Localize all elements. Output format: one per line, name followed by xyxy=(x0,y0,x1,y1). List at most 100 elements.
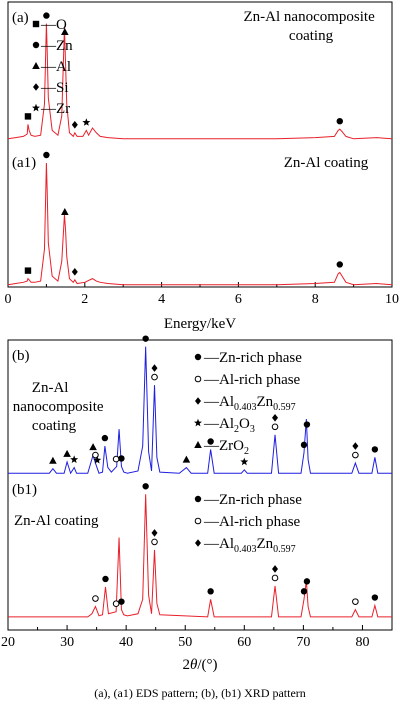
legend-subscript: 3 xyxy=(250,424,255,435)
xrd-peak-marker-circle xyxy=(207,438,214,445)
xrd-x-tick-label: 70 xyxy=(296,635,310,650)
xrd-legend-label: —Al-rich phase xyxy=(203,372,301,388)
xrd-peak-marker-star xyxy=(70,455,79,463)
eds-legend-symbol-triangle xyxy=(32,62,40,69)
eds-legend-label: —Zn xyxy=(40,38,73,54)
xrd-legend-label: —Zn-rich phase xyxy=(203,350,302,366)
xrd-peak-marker-hollow-circle xyxy=(92,595,99,602)
xrd-peak-marker-circle xyxy=(300,441,308,449)
legend-text: —Al-rich phase xyxy=(203,372,301,388)
xrd-x-tick-label: 40 xyxy=(119,635,133,650)
xrd-panel-label-b1: (b1) xyxy=(12,482,37,498)
xrd-peak-marker-star xyxy=(93,455,102,464)
eds-title-a1: Zn-Al coating xyxy=(284,155,369,171)
eds-peak-marker-circle xyxy=(336,261,343,268)
eds-peak-marker-square xyxy=(24,267,32,274)
xrd-legend-symbol-triangle xyxy=(194,441,202,448)
eds-peak-marker-diamond xyxy=(71,121,78,129)
xrd-legend-symbol-star xyxy=(194,418,202,427)
xrd-peak-marker-triangle xyxy=(63,449,71,457)
xrd-legend-label: —Al2O3 xyxy=(203,416,255,435)
xrd-series-line xyxy=(8,494,392,618)
eds-peak-marker-triangle xyxy=(61,28,69,35)
xrd-peak-marker-diamond xyxy=(352,442,359,450)
legend-text: —Al-rich phase xyxy=(203,514,301,530)
xrd-panel: 20 30 40 50 60 70 80 (b) (b1) Zn-Al nanocompos… xyxy=(1,335,393,673)
eds-x-tick-label: 8 xyxy=(312,292,319,307)
xrd-peak-marker-hollow-circle xyxy=(352,451,359,459)
xrd-patterns xyxy=(8,346,392,618)
eds-legend-label: —Zr xyxy=(40,101,70,117)
legend-subscript: 0.403 xyxy=(234,544,257,555)
eds-x-axis-label: Energy/keV xyxy=(164,316,236,332)
eds-peak-marker-circle xyxy=(43,151,50,159)
eds-legend-label: —Al xyxy=(40,59,71,75)
xrd-legend-label: —Zn-rich phase xyxy=(203,492,302,508)
legend-text: —ZrO xyxy=(203,438,244,454)
xrd-series-line xyxy=(8,346,392,475)
legend-subscript: 2 xyxy=(244,446,249,457)
eds-panel-label-a1: (a1) xyxy=(12,155,36,171)
xrd-peak-marker-hollow-circle xyxy=(271,574,279,582)
xrd-legend-label: —Al0.403Zn0.597 xyxy=(203,536,296,555)
xrd-peak-marker-circle xyxy=(142,483,149,490)
eds-legend-symbol-square xyxy=(32,20,40,28)
legend-text: —Al xyxy=(203,536,234,552)
legend-text: Zn xyxy=(257,394,274,410)
xrd-xlabel-theta: θ xyxy=(190,657,198,673)
figure-caption: (a), (a1) EDS pattern; (b), (b1) XRD pat… xyxy=(94,686,306,700)
xrd-peak-marker-star xyxy=(240,457,249,466)
eds-peak-marker-triangle xyxy=(61,207,69,215)
xrd-legend: —Zn-rich phase —Al-rich phase —Al0.403Zn0.… xyxy=(194,350,302,555)
eds-peak-marker-star xyxy=(82,118,91,126)
xrd-peak-marker-hollow-circle xyxy=(151,538,158,546)
legend-text: Zn xyxy=(257,536,274,552)
eds-series-line xyxy=(7,162,393,286)
xrd-x-tick-label: 60 xyxy=(237,635,251,650)
legend-subscript: 2 xyxy=(234,424,239,435)
xrd-peak-marker-hollow-circle xyxy=(92,451,99,459)
legend-text: O xyxy=(239,416,250,432)
xrd-xlabel-rest: /(°) xyxy=(197,657,217,673)
xrd-legend-label: —Al0.403Zn0.597 xyxy=(203,394,296,413)
eds-series-line xyxy=(7,23,393,140)
xrd-legend-symbol-circle xyxy=(194,353,202,361)
eds-legend-label: —Si xyxy=(40,80,69,96)
xrd-peak-marker-diamond xyxy=(151,529,158,537)
xrd-legend-symbol-diamond xyxy=(195,539,201,547)
legend-text: —Al xyxy=(203,394,234,410)
xrd-legend-symbol-hollow-circle xyxy=(194,375,202,383)
xrd-legend-label: —ZrO2 xyxy=(203,438,249,457)
eds-legend-symbol-star xyxy=(32,103,40,112)
eds-x-tick-label: 10 xyxy=(385,292,399,307)
xrd-peak-marker-hollow-circle xyxy=(112,600,120,608)
xrd-title-b1: Zn-Al coating xyxy=(14,513,99,529)
xrd-peak-marker-triangle xyxy=(49,456,57,464)
eds-panel: 0 2 4 6 8 10 (a) (a1) Zn-Al nanocomposite coa… xyxy=(5,1,399,332)
eds-legend-symbol-circle xyxy=(32,41,40,49)
eds-x-tick-label: 6 xyxy=(235,292,242,307)
xrd-peak-marker-triangle xyxy=(89,443,97,451)
xrd-x-tick-label: 20 xyxy=(1,635,15,650)
eds-peak-marker-square xyxy=(24,113,32,120)
xrd-peak-marker-circle xyxy=(303,421,311,428)
xrd-legend-symbol-circle xyxy=(194,495,202,503)
xrd-peak-marker-circle xyxy=(371,594,379,601)
xrd-x-tick-label: 80 xyxy=(355,635,369,650)
eds-peak-marker-circle xyxy=(336,118,343,125)
xrd-peak-marker-circle xyxy=(101,434,109,442)
xrd-legend-symbol-diamond xyxy=(195,397,201,405)
xrd-title-b: Zn-Al nanocomposite coating xyxy=(13,380,108,434)
eds-legend: —O —Zn —Al —Si —Zr xyxy=(32,17,73,117)
xrd-peak-marker-circle xyxy=(207,588,214,595)
xrd-legend-symbol-hollow-circle xyxy=(194,517,202,525)
xrd-peak-marker-circle xyxy=(300,588,308,595)
eds-spectra xyxy=(7,23,393,286)
eds-x-tick-label: 0 xyxy=(5,292,12,307)
xrd-peak-marker-hollow-circle xyxy=(271,423,279,431)
xrd-peak-marker-hollow-circle xyxy=(151,373,158,381)
xrd-plot-frame xyxy=(7,339,393,631)
xrd-title-b-line1: Zn-Al xyxy=(32,380,69,396)
xrd-peak-marker-circle xyxy=(371,446,379,453)
eds-legend-label: —O xyxy=(40,17,67,33)
